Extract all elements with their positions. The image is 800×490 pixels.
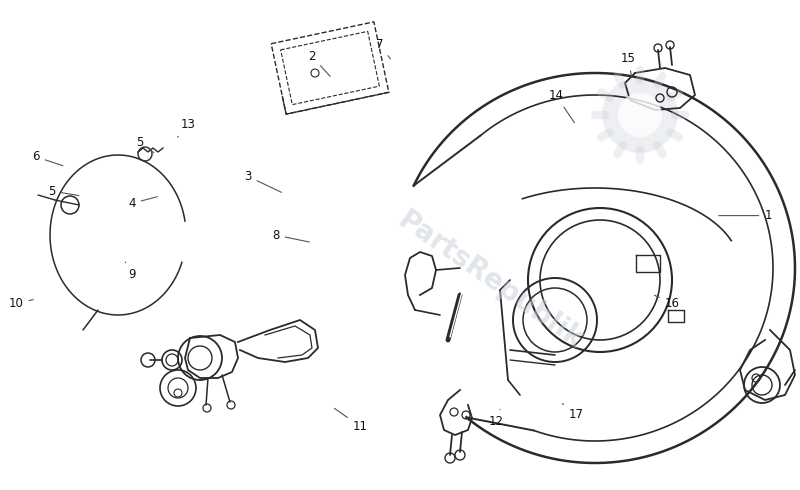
Text: 9: 9: [126, 262, 136, 281]
Text: 5: 5: [136, 136, 154, 153]
Text: 14: 14: [549, 89, 574, 122]
Text: 17: 17: [562, 403, 583, 420]
Circle shape: [602, 77, 678, 153]
Text: 13: 13: [178, 119, 195, 137]
Text: 4: 4: [128, 196, 158, 210]
Text: 2: 2: [308, 50, 330, 76]
Text: 15: 15: [621, 52, 635, 75]
Text: PartsRepublik: PartsRepublik: [392, 206, 588, 354]
Text: 5: 5: [48, 185, 79, 197]
Text: 11: 11: [334, 408, 367, 433]
Text: 12: 12: [489, 409, 503, 428]
Text: 7: 7: [376, 38, 390, 59]
Text: 8: 8: [272, 229, 310, 242]
Text: 1: 1: [718, 209, 772, 222]
Text: 10: 10: [9, 297, 34, 310]
Text: 6: 6: [32, 150, 63, 166]
Text: 3: 3: [244, 170, 282, 193]
Text: 16: 16: [654, 295, 679, 310]
Circle shape: [618, 93, 662, 137]
